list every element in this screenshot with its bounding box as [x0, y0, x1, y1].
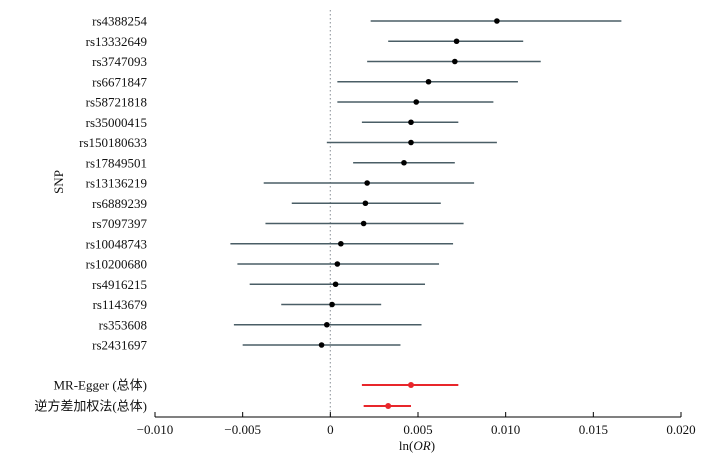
- y-axis-title: SNP: [51, 170, 66, 194]
- snp-label: rs7097397: [92, 216, 147, 231]
- snp-row: rs13136219: [86, 176, 475, 191]
- snp-label: rs1143679: [93, 297, 147, 312]
- snp-row: rs4388254: [92, 14, 622, 29]
- summary-point-estimate: [385, 403, 392, 409]
- snp-label: rs58721818: [86, 95, 147, 110]
- point-estimate: [338, 240, 344, 247]
- summary-rows: MR-Egger (总体) 逆方差加权法(总体): [34, 378, 459, 414]
- summary-row: 逆方差加权法(总体): [34, 399, 411, 414]
- x-axis-title: ln(OR): [399, 438, 435, 453]
- snp-label: rs10048743: [86, 236, 147, 251]
- snp-row: rs13332649: [86, 34, 524, 49]
- snp-label: rs4388254: [92, 14, 147, 29]
- snp-row: rs7097397: [92, 216, 464, 231]
- snp-row: rs6671847: [92, 74, 518, 89]
- point-estimate: [364, 180, 370, 186]
- snp-row: rs1143679: [93, 297, 382, 312]
- snp-row: rs2431697: [92, 338, 401, 353]
- snp-label: rs13136219: [86, 176, 147, 191]
- point-estimate: [324, 321, 330, 328]
- snp-row: rs353608: [99, 317, 422, 332]
- point-estimate: [453, 38, 460, 45]
- snp-row: rs4916215: [92, 277, 426, 292]
- snp-label: rs10200680: [86, 257, 147, 272]
- point-estimate: [362, 200, 369, 207]
- point-estimate: [318, 342, 325, 348]
- point-estimate: [408, 119, 414, 126]
- snp-label: rs2431697: [92, 338, 147, 353]
- snp-row: rs10048743: [86, 236, 454, 251]
- snp-row: rs150180633: [79, 135, 497, 150]
- snp-label: rs13332649: [86, 34, 147, 49]
- summary-row: MR-Egger (总体): [53, 378, 459, 393]
- snp-row: rs58721818: [86, 95, 494, 110]
- x-tick-label: −0.005: [224, 422, 261, 437]
- summary-point-estimate: [407, 382, 414, 388]
- snp-label: rs353608: [99, 317, 147, 332]
- snp-row: rs35000415: [86, 115, 459, 130]
- summary-label: MR-Egger (总体): [53, 378, 147, 393]
- point-estimate: [494, 18, 500, 24]
- x-axis: −0.010 −0.005 0 0.005 0.010 0.015 0.020: [137, 412, 696, 437]
- point-estimate: [408, 139, 414, 146]
- snp-label: rs3747093: [92, 54, 147, 69]
- snp-label: rs17849501: [86, 155, 147, 170]
- snp-label: rs6671847: [92, 74, 147, 89]
- snp-row: rs10200680: [86, 257, 440, 272]
- point-estimate: [329, 301, 335, 308]
- x-tick-label: 0.015: [579, 422, 608, 437]
- summary-label: 逆方差加权法(总体): [34, 399, 147, 414]
- point-estimate: [452, 58, 458, 65]
- snp-rows: rs4388254 rs13332649 rs3747093 rs6671847 rs5…: [79, 14, 622, 353]
- point-estimate: [425, 78, 432, 85]
- snp-row: rs17849501: [86, 155, 455, 170]
- snp-label: rs35000415: [86, 115, 147, 130]
- snp-row: rs6889239: [92, 196, 441, 211]
- point-estimate: [332, 281, 339, 288]
- point-estimate: [401, 159, 407, 166]
- x-tick-label: 0.020: [666, 422, 695, 437]
- x-tick-label: 0.005: [403, 422, 432, 437]
- point-estimate: [413, 99, 420, 105]
- snp-row: rs3747093: [92, 54, 541, 69]
- x-tick-label: 0: [327, 422, 334, 437]
- point-estimate: [360, 220, 367, 227]
- snp-label: rs6889239: [92, 196, 147, 211]
- x-tick-label: 0.010: [491, 422, 520, 437]
- point-estimate: [334, 261, 341, 267]
- snp-label: rs150180633: [79, 135, 147, 150]
- snp-label: rs4916215: [92, 277, 147, 292]
- x-tick-label: −0.010: [137, 422, 174, 437]
